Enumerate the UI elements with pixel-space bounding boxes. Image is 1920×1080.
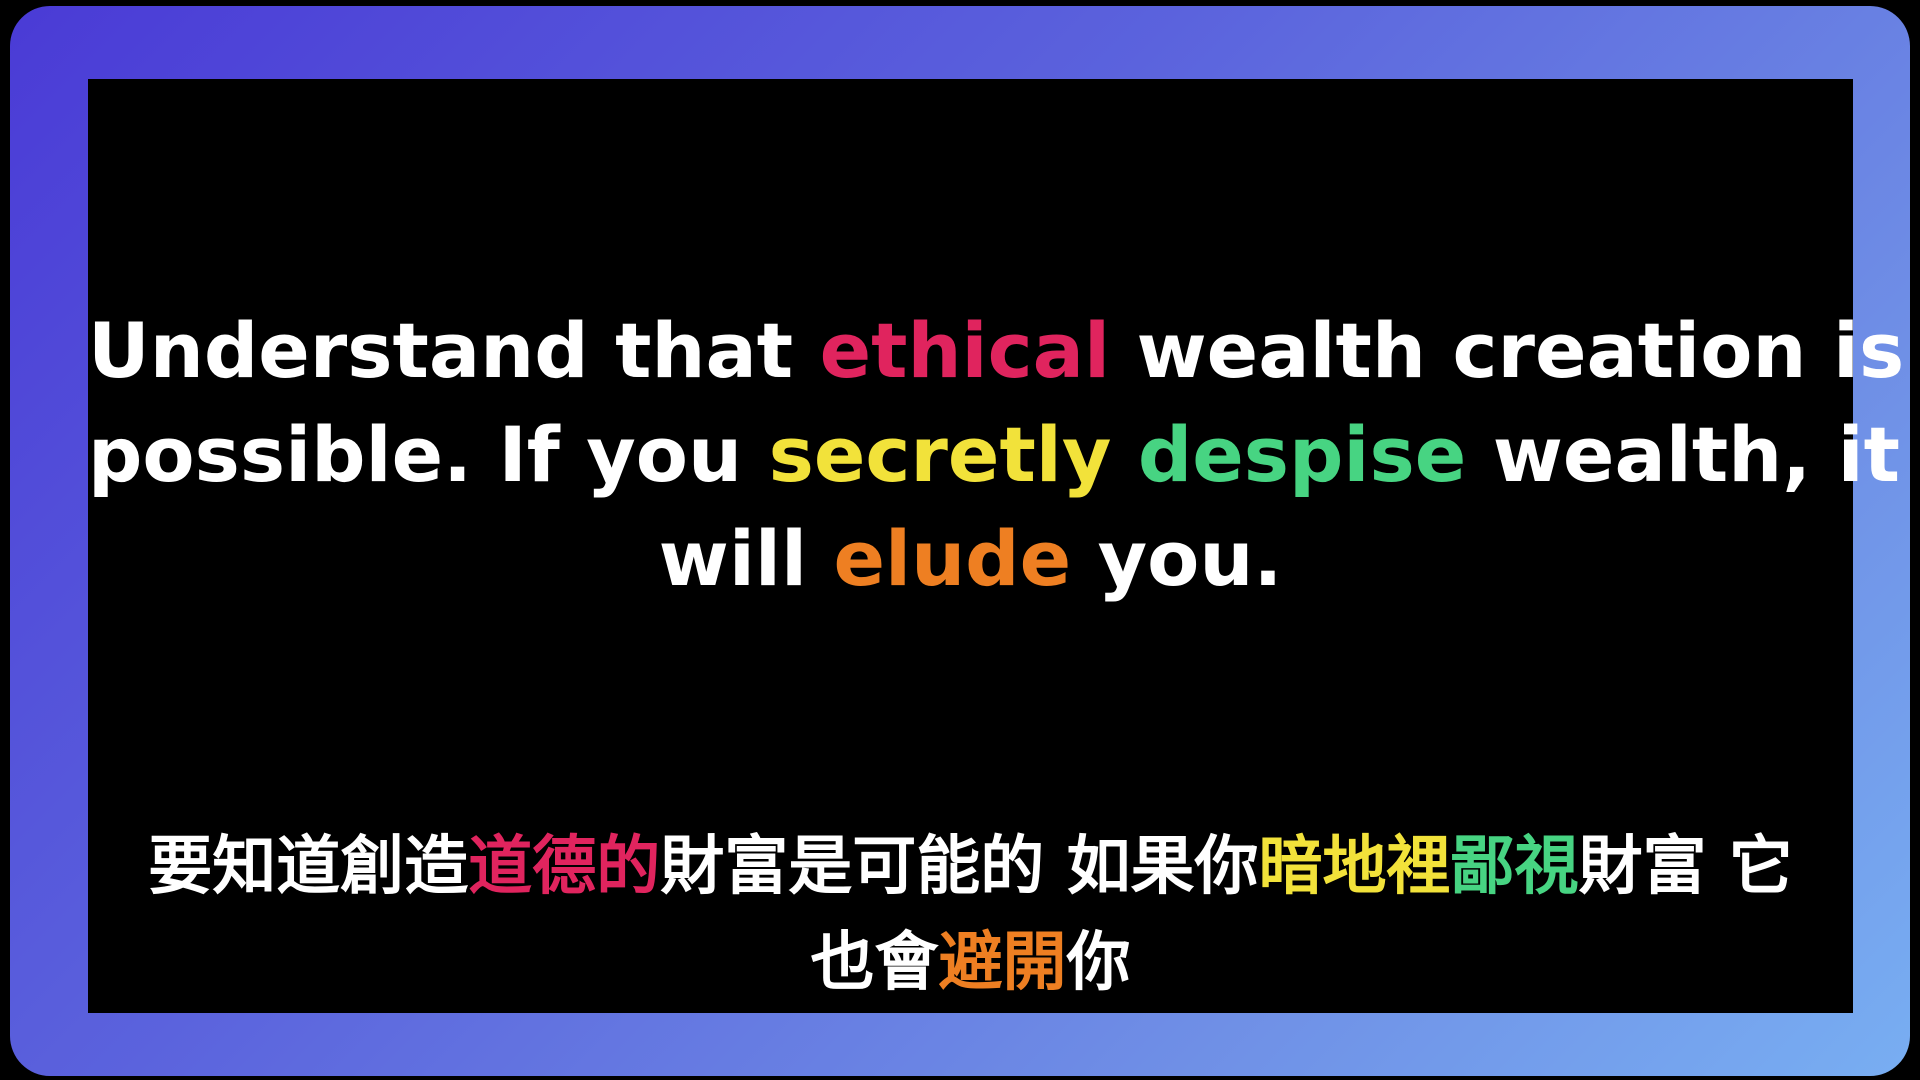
- highlight-elude: elude: [833, 514, 1072, 603]
- english-text: Understand that: [88, 306, 820, 395]
- english-line-1: Understand that ethical wealth creation …: [88, 299, 1904, 403]
- highlight-daode: 道德的: [468, 830, 661, 904]
- chinese-text: 財富是可能的 如果你: [660, 830, 1259, 904]
- highlight-despise: despise: [1137, 410, 1467, 499]
- highlight-secretly: secretly: [768, 410, 1112, 499]
- english-line-2: possible. If you secretly despise wealth…: [88, 403, 1900, 507]
- english-text: [1111, 410, 1137, 499]
- english-text: wealth creation is: [1110, 306, 1905, 395]
- chinese-text: 你: [1066, 926, 1131, 1000]
- chinese-line-1: 要知道創造道德的財富是可能的 如果你暗地裡鄙視財富 它: [88, 819, 1853, 915]
- highlight-bikai: 避開: [938, 926, 1067, 1000]
- chinese-text: 要知道創造: [148, 830, 469, 904]
- chinese-line-2: 也會避開你: [88, 915, 1853, 1011]
- chinese-text: 財富 它: [1578, 830, 1793, 904]
- highlight-ethical: ethical: [819, 306, 1110, 395]
- gradient-frame: Understand that ethical wealth creation …: [10, 6, 1910, 1076]
- english-caption: Understand that ethical wealth creation …: [88, 299, 1904, 611]
- english-text: possible. If you: [88, 410, 769, 499]
- english-line-3: will elude you.: [88, 507, 1853, 611]
- english-text: wealth, it: [1466, 410, 1900, 499]
- caption-panel: Understand that ethical wealth creation …: [88, 79, 1904, 1013]
- highlight-andili: 暗地裡: [1258, 830, 1451, 904]
- chinese-caption: 要知道創造道德的財富是可能的 如果你暗地裡鄙視財富 它 也會避開你: [88, 819, 1853, 1011]
- english-text: you.: [1071, 514, 1283, 603]
- chinese-text: 也會: [810, 926, 939, 1000]
- english-text: will: [658, 514, 834, 603]
- highlight-bishi: 鄙視: [1450, 830, 1579, 904]
